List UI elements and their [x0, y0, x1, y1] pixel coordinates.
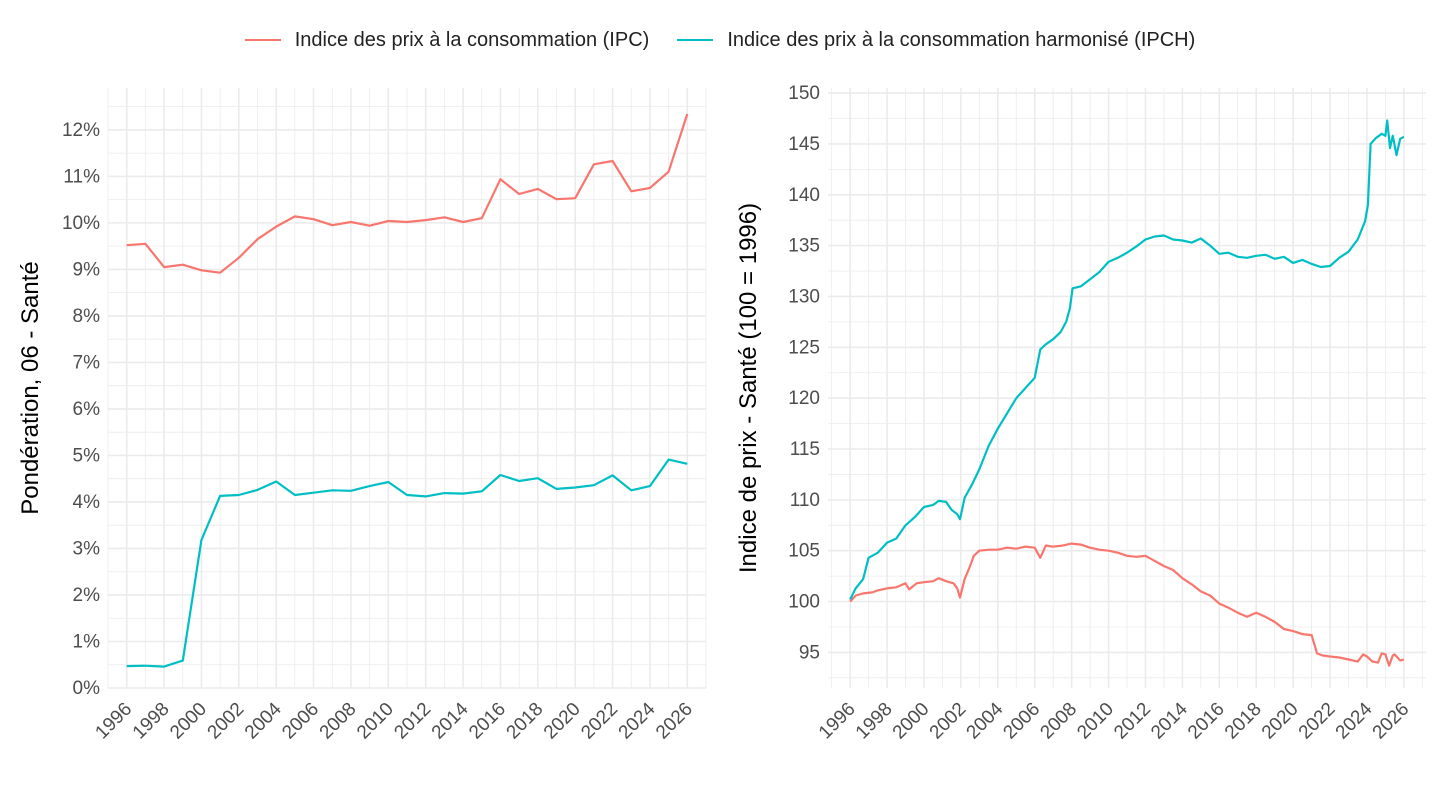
index-x-tick-label: 2026: [1369, 699, 1414, 744]
index-y-tick-label: 110: [790, 490, 820, 511]
index-x-tick-label: 2010: [1073, 699, 1118, 744]
weight-x-tick-label: 1998: [129, 699, 174, 744]
index-y-tick-label: 140: [788, 185, 820, 206]
index-x-tick-label: 2020: [1258, 699, 1303, 744]
weight-x-tick-label: 2010: [353, 699, 398, 744]
weight-x-tick-label: 2008: [316, 699, 361, 744]
index-x-tick-label: 1996: [815, 699, 860, 744]
weight-y-tick-label: 11%: [63, 166, 100, 187]
legend-label-ipch: Indice des prix à la consommation harmon…: [727, 28, 1196, 51]
index-x-tick-label: 1998: [852, 699, 897, 744]
index-y-tick-label: 145: [788, 134, 820, 155]
weight-y-tick-label: 0%: [73, 678, 101, 699]
index-y-tick-label: 100: [788, 592, 820, 613]
index-x-tick-label: 2006: [1000, 699, 1045, 744]
weight-x-tick-label: 2016: [465, 699, 510, 744]
index-x-tick-label: 2008: [1036, 699, 1081, 744]
index-series-ipch: [849, 119, 1405, 600]
price-index-chart: 95 100 105 110 115 120 125 130 135 140 145 150 19961…: [735, 83, 1426, 744]
weight-x-tick-label: 2014: [428, 698, 473, 743]
index-y-axis-title: Indice de prix - Santé (100 = 1996): [735, 203, 762, 573]
index-y-tick-label: 135: [788, 236, 820, 257]
weight-y-tick-label: 3%: [73, 538, 101, 559]
weight-y-tick-label: 7%: [73, 352, 101, 373]
index-x-tick-label: 2016: [1184, 699, 1229, 744]
weight-y-tick-label: 12%: [62, 120, 100, 141]
weight-y-tick-label: 2%: [73, 585, 101, 606]
weight-y-tick-label: 6%: [73, 399, 101, 420]
weight-y-tick-label: 9%: [73, 259, 101, 280]
weight-x-tick-label: 2012: [390, 699, 435, 744]
weight-x-tick-label: 2022: [577, 699, 622, 744]
legend-item-ipc[interactable]: Indice des prix à la consommation (IPC): [244, 28, 650, 52]
weight-y-tick-label: 8%: [73, 306, 101, 327]
index-x-tick-label: 2014: [1147, 698, 1192, 743]
weight-y-tick-label: 5%: [73, 445, 101, 466]
weight-x-tick-label: 2006: [278, 699, 323, 744]
index-y-tick-label: 120: [788, 388, 820, 409]
index-series-ipc: [849, 542, 1405, 667]
index-x-tick-label: 2012: [1110, 699, 1155, 744]
index-x-tick-label: 2024: [1332, 698, 1377, 743]
weight-series-ipc: [126, 113, 689, 274]
legend-label-ipc: Indice des prix à la consommation (IPC): [294, 28, 650, 51]
legend-swatch-ipch: [677, 39, 714, 41]
weight-series-ipch: [126, 458, 688, 668]
index-x-tick-label: 2000: [889, 699, 934, 744]
index-y-tick-label: 105: [788, 541, 820, 562]
index-y-tick-label: 130: [788, 286, 820, 307]
weight-x-tick-label: 2026: [652, 699, 697, 744]
index-x-tick-label: 2022: [1295, 699, 1340, 744]
weight-x-tick-label: 2018: [503, 699, 548, 744]
index-y-tick-label: 95: [799, 642, 820, 663]
index-y-tick-label: 150: [788, 83, 820, 104]
weight-x-tick-label: 2000: [166, 699, 211, 744]
weight-y-tick-label: 4%: [73, 492, 101, 513]
index-y-tick-label: 115: [790, 439, 820, 460]
index-x-tick-label: 2002: [926, 699, 971, 744]
weight-y-tick-label: 1%: [73, 631, 101, 652]
weight-x-tick-label: 2020: [540, 699, 585, 744]
index-y-tick-label: 125: [788, 337, 820, 358]
weight-x-tick-label: 2024: [615, 698, 660, 743]
weight-chart: 0%1%2%3%4%5%6%7%8%9%10%11%12%19961998200…: [17, 88, 707, 744]
legend: Indice des prix à la consommation (IPC) …: [0, 22, 1440, 58]
index-x-tick-label: 2004: [963, 698, 1008, 743]
weight-x-tick-label: 2004: [241, 698, 286, 743]
index-x-tick-label: 2018: [1221, 699, 1266, 744]
weight-x-tick-label: 1996: [91, 699, 136, 744]
legend-swatch-ipc: [244, 39, 281, 41]
weight-y-tick-label: 10%: [62, 213, 100, 234]
weight-x-tick-label: 2002: [204, 699, 249, 744]
legend-item-ipch[interactable]: Indice des prix à la consommation harmon…: [677, 29, 1195, 52]
weight-y-axis-title: Pondération, 06 - Santé: [17, 261, 44, 515]
